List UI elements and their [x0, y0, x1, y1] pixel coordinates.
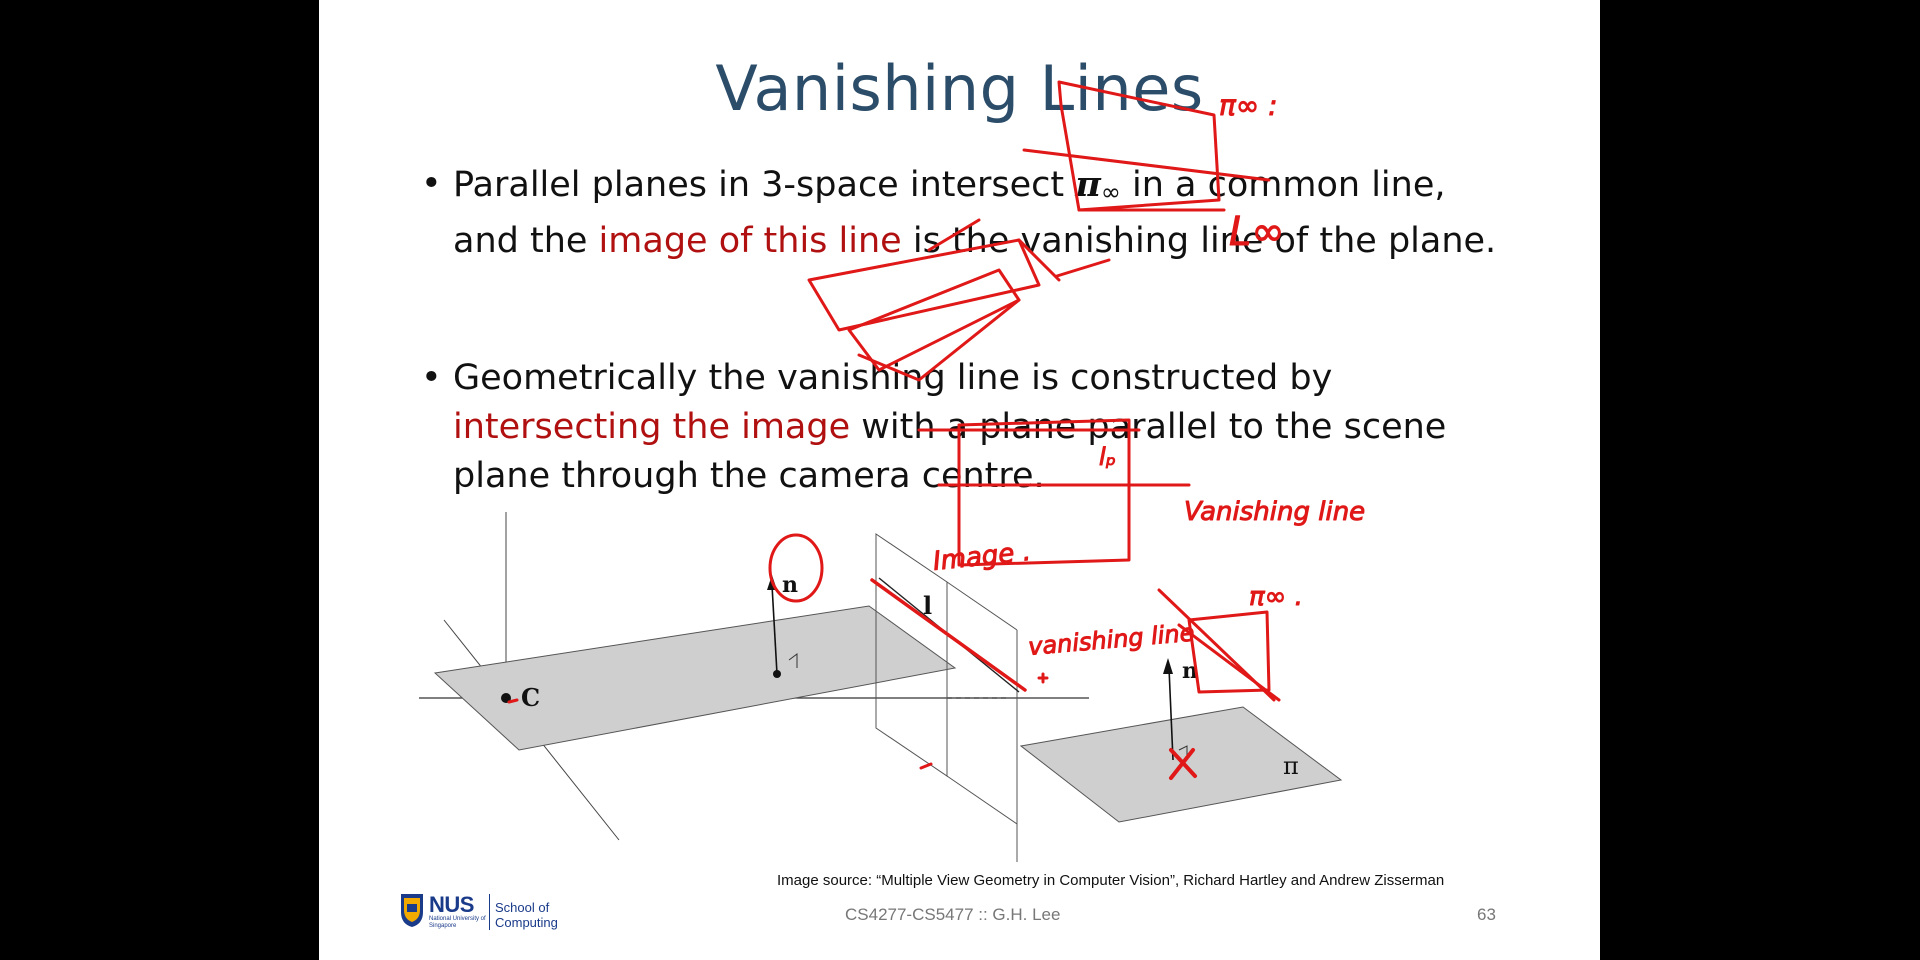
bullet-1-text-a: Parallel planes in 3-space intersect: [453, 165, 1076, 205]
bullet-1-text-c: is the vanishing line of the plane.: [901, 221, 1497, 261]
bullet-2: • Geometrically the vanishing line is co…: [421, 354, 1503, 501]
pi-symbol: π: [1075, 164, 1101, 205]
label-n1: n: [782, 572, 798, 598]
slide: Vanishing Lines • Parallel planes in 3-s…: [319, 0, 1600, 960]
page-number: 63: [1477, 905, 1496, 924]
bullet-1: • Parallel planes in 3-space intersect π…: [421, 160, 1503, 266]
ink-vanishing-line-mid: vanishing line: [1027, 619, 1195, 661]
bullet-2-text-a: Geometrically the vanishing line is cons…: [453, 358, 1333, 398]
logo-divider: [489, 894, 490, 930]
slide-title: Vanishing Lines: [715, 52, 1204, 125]
ink-vanishing-line-right: Vanishing line: [1184, 497, 1365, 527]
nus-wordmark: NUS: [429, 892, 474, 917]
label-l: l: [923, 591, 932, 620]
label-c: C: [521, 683, 540, 712]
school-name: School of Computing: [495, 900, 558, 930]
bullet-dot: •: [421, 358, 442, 398]
label-pi: π: [1283, 752, 1299, 780]
nus-school-logo: NUS National University of Singapore Sch…: [399, 890, 599, 934]
infinity-subscript: ∞: [1100, 178, 1121, 206]
ink-pi-inf-bottom: π∞ .: [1249, 582, 1303, 612]
image-source-caption: Image source: “Multiple View Geometry in…: [777, 872, 1445, 889]
bullet-1-highlight: image of this line: [598, 221, 902, 261]
label-n2: n: [1182, 658, 1198, 684]
footer-course: CS4277-CS5477 :: G.H. Lee: [845, 905, 1061, 924]
ink-image: Image .: [932, 537, 1033, 577]
nus-crest-icon: [401, 894, 423, 927]
bullet-2-highlight: intersecting the image: [453, 407, 851, 447]
bullet-dot: •: [421, 164, 442, 204]
nus-subtitle: National University of Singapore: [429, 916, 486, 929]
